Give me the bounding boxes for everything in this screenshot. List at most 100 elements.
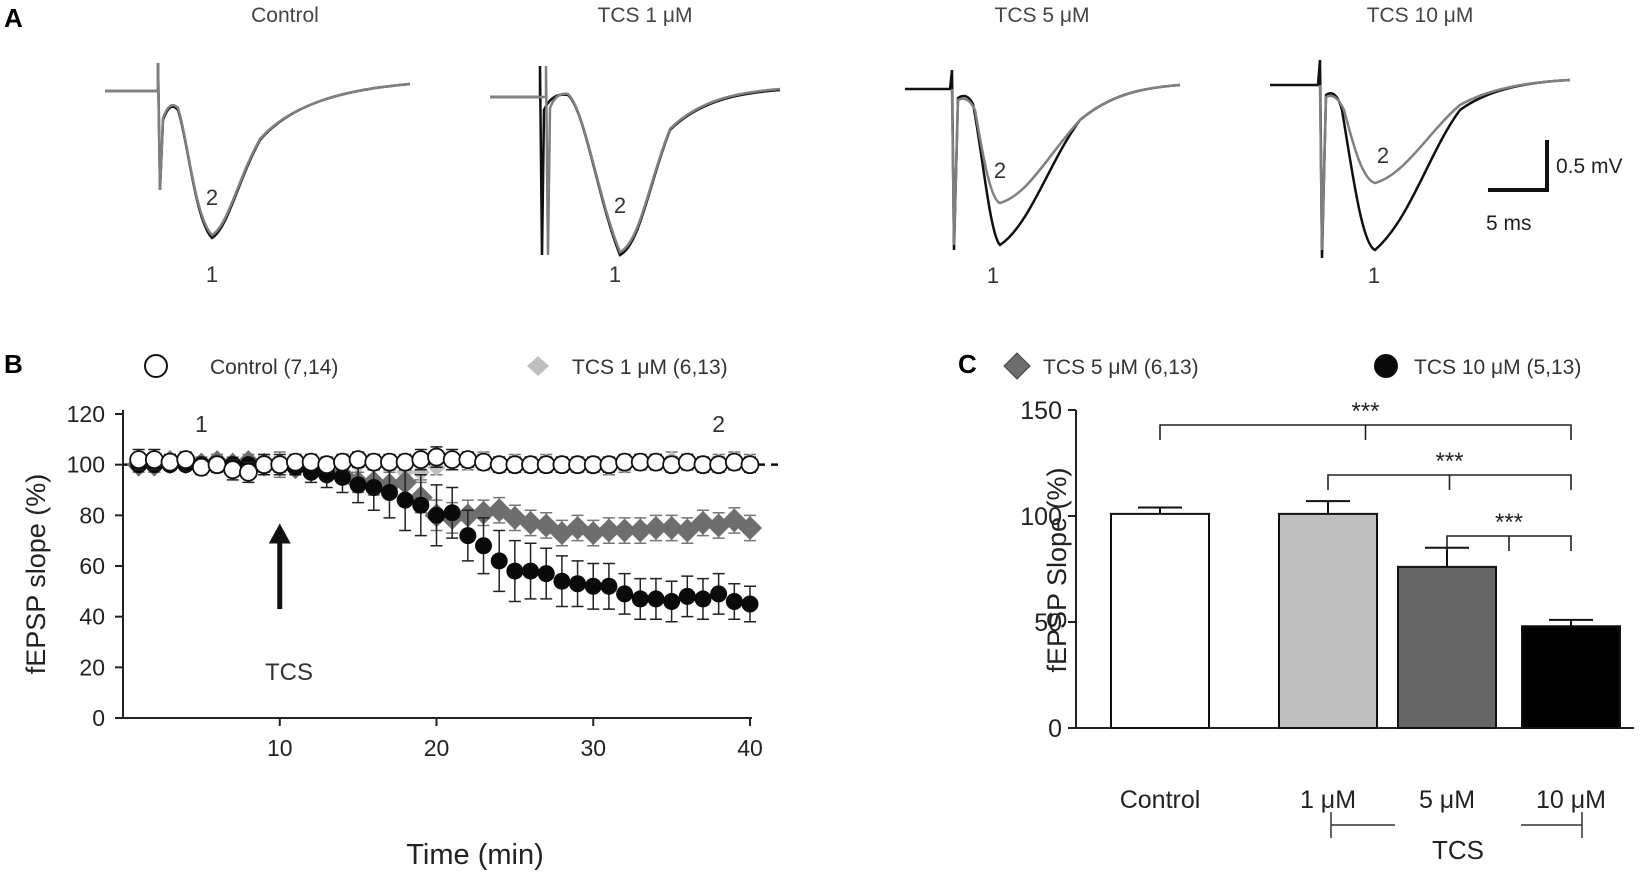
chart-b-point [380, 452, 399, 472]
scale-bar-time: 5 ms [1486, 212, 1532, 235]
chart-c-significance-label: *** [1435, 448, 1463, 475]
trace-tcs1-treated [490, 65, 781, 256]
chart-b-point [724, 452, 744, 472]
chart-b-xtick-label: 30 [580, 735, 606, 761]
chart-b-point [412, 496, 430, 514]
chart-b-xtick-label: 10 [267, 735, 293, 761]
trace-tcs5-label-2: 2 [994, 158, 1006, 183]
trace-tcs5-baseline [905, 69, 1181, 251]
trace-tcs10-label-2: 2 [1377, 143, 1389, 168]
chart-b-point [427, 447, 446, 467]
chart-b-point [333, 452, 352, 472]
trace-tcs10-treated [1318, 78, 1571, 251]
legend-control-marker [144, 354, 168, 378]
chart-b-point [659, 516, 684, 540]
chart-b-point [380, 484, 398, 502]
chart-c-tcs-bracket [1330, 812, 1583, 838]
chart-b-point [474, 452, 493, 472]
chart-c-bar [1397, 565, 1497, 729]
chart-b-point [223, 460, 243, 480]
chart-b-ylabel: fEPSP slope (%) [21, 474, 51, 675]
chart-b-point [740, 455, 760, 475]
chart-c-tcs-group: TCS [1330, 812, 1583, 865]
trace-control-label-1: 1 [206, 262, 218, 287]
trace-control: 2 1 [105, 62, 411, 287]
chart-b-point [459, 527, 477, 545]
chart-b-xlabel: Time (min) [406, 839, 543, 871]
chart-b-point [694, 590, 712, 608]
chart-b-point [348, 450, 368, 470]
chart-b-point [581, 521, 606, 546]
chart-b-point [646, 452, 666, 472]
trace-tcs1-label-2: 2 [614, 193, 626, 218]
chart-b-marker-label: 1 [195, 411, 208, 437]
chart-fepsp-timecourse: fEPSP slope (%) Time (min) TCS 0 20 40 60 80… [21, 401, 778, 871]
chart-b-annotation-arrowhead [268, 523, 291, 544]
chart-c-ytick-label: 50 [1034, 609, 1062, 637]
chart-b-point [458, 450, 478, 470]
chart-c-significance-bracket [1159, 424, 1572, 440]
chart-b-ytick-label: 20 [79, 654, 105, 680]
scale-bar-lines [1488, 140, 1549, 192]
legend-control-label: Control (7,14) [210, 356, 338, 379]
chart-c-ylabel: fEPSP Slope (%) [1042, 467, 1072, 672]
chart-c-significance-label: *** [1495, 509, 1523, 536]
chart-b-point [522, 562, 540, 580]
chart-b-point [741, 595, 759, 613]
chart-c-category-label: Control [1120, 786, 1201, 814]
chart-c-significance-bracket [1327, 474, 1572, 490]
chart-b-point [238, 462, 258, 482]
trace-title-tcs10: TCS 10 μM [1367, 4, 1474, 27]
chart-b-point [677, 452, 697, 472]
chart-b-ytick-label: 0 [92, 705, 105, 731]
legend-tcs1-label: TCS 1 μM (6,13) [572, 356, 728, 379]
chart-b-point [537, 565, 555, 583]
chart-b-point [738, 516, 762, 540]
panel-c-label: C [958, 349, 977, 379]
chart-b-point [317, 455, 337, 475]
legend: Control (7,14) TCS 1 μM (6,13) TCS 5 μM … [144, 352, 1581, 380]
chart-c-bar [1110, 512, 1210, 729]
chart-b-point [505, 455, 525, 475]
chart-b-point [160, 452, 180, 472]
chart-c-category-label: 5 μM [1419, 786, 1475, 814]
trace-title-control: Control [251, 4, 319, 27]
trace-title-tcs5: TCS 5 μM [995, 4, 1090, 27]
legend-tcs10-label: TCS 10 μM (5,13) [1414, 356, 1581, 379]
trace-tcs1: 2 1 [490, 65, 781, 287]
chart-b-point [663, 592, 681, 610]
chart-b-point [612, 518, 637, 543]
chart-c-errorbar [1549, 618, 1593, 627]
chart-b-point [569, 575, 587, 593]
chart-c-ytick-label: 100 [1020, 503, 1062, 531]
chart-c-errorbar [1306, 500, 1350, 514]
chart-b-point [553, 572, 571, 590]
chart-b-point [475, 537, 493, 555]
chart-b-point [631, 590, 649, 608]
trace-tcs5: 2 1 [905, 69, 1181, 288]
chart-b-point [207, 455, 227, 475]
chart-b-point [647, 590, 665, 608]
chart-b-point [568, 455, 587, 475]
trace-tcs1-label-1: 1 [609, 262, 621, 287]
scale-bar: 0.5 mV 5 ms [1486, 140, 1623, 235]
trace-tcs10-baseline [1270, 59, 1571, 259]
chart-c-bar [1521, 625, 1621, 729]
chart-b-point [615, 452, 634, 472]
chart-b-point [725, 592, 743, 610]
chart-b-point [600, 577, 618, 595]
legend-tcs5-marker [1003, 352, 1031, 380]
chart-b-point [583, 455, 603, 475]
chart-c-significance-label: *** [1351, 398, 1379, 425]
chart-b-ytick-label: 80 [79, 502, 105, 528]
chart-b-point [521, 455, 540, 475]
chart-b-point [144, 450, 164, 470]
chart-b-point [628, 518, 653, 543]
chart-b-point [395, 452, 415, 472]
chart-b-ytick-label: 40 [79, 604, 105, 630]
chart-c-category-label: 1 μM [1300, 786, 1356, 814]
chart-c-ytick-label: 150 [1020, 397, 1062, 425]
chart-b-point [518, 510, 543, 535]
chart-b-point [411, 450, 431, 470]
chart-c-errorbar [1138, 506, 1182, 514]
